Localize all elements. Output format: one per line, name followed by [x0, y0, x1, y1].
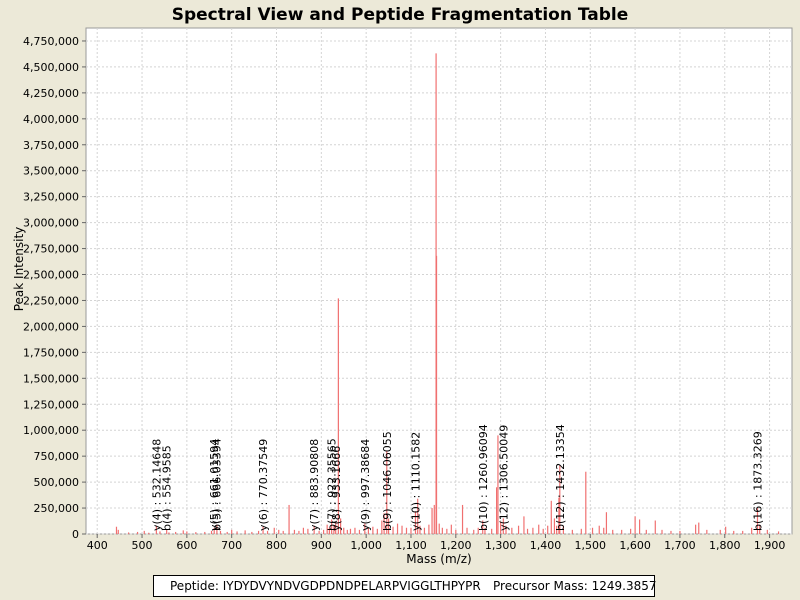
spectrum-chart: Spectral View and Peptide Fragmentation …: [12, 5, 793, 566]
y-tick-label: 1,250,000: [23, 398, 79, 411]
fragment-label: b(10) : 1260.96094: [477, 424, 490, 531]
x-tick-label: 1,500: [575, 539, 607, 552]
y-tick-label: 750,000: [34, 450, 80, 463]
peaks: [115, 53, 780, 534]
y-tick-label: 4,250,000: [23, 87, 79, 100]
y-axis: 0 250,000 500,000 750,000 1,000,000 1,250,000…: [23, 35, 86, 541]
fragment-label: y(8) : 933.1666: [330, 446, 343, 531]
y-tick-label: 1,500,000: [23, 372, 79, 385]
plot-background: [85, 27, 793, 535]
fragment-label: y(6) : 770.37549: [257, 439, 270, 531]
fragment-label: y(12) : 1306.50049: [498, 425, 511, 531]
x-tick-label: 1,400: [530, 539, 562, 552]
x-tick-label: 1,700: [664, 539, 696, 552]
y-tick-label: 4,000,000: [23, 113, 79, 126]
x-axis-label: Mass (m/z): [406, 552, 471, 566]
x-tick-label: 1,600: [619, 539, 651, 552]
fragment-label: y(9) : 997.38684: [359, 439, 372, 531]
x-tick-label: 400: [87, 539, 108, 552]
y-tick-label: 3,500,000: [23, 165, 79, 178]
fragment-label: b(12) : 1432.13354: [554, 424, 567, 531]
fragment-label: b(7) : 922.35565: [325, 438, 338, 531]
x-tick-label: 1,200: [440, 539, 472, 552]
x-tick-label: 900: [311, 539, 332, 552]
x-tick-label: 800: [266, 539, 287, 552]
y-tick-label: 2,750,000: [23, 243, 79, 256]
precursor-mass: Precursor Mass: 1249.3857: [493, 579, 657, 593]
chart-title: Spectral View and Peptide Fragmentation …: [172, 5, 629, 25]
y-tick-label: 1,000,000: [23, 424, 79, 437]
y-tick-label: 250,000: [34, 502, 80, 515]
y-tick-label: 1,750,000: [23, 346, 79, 359]
x-axis: 400 500 600 700 800 900 1,000 1,100 1,200 1,300 1,…: [87, 534, 786, 552]
x-tick-label: 500: [132, 539, 153, 552]
y-tick-label: 2,500,000: [23, 269, 79, 282]
x-tick-label: 1,900: [754, 539, 786, 552]
fragment-label: y(7) : 883.90808: [308, 439, 321, 531]
y-axis-label: Peak Intensity: [12, 227, 26, 312]
y-tick-label: 3,750,000: [23, 139, 79, 152]
x-tick-label: 1,800: [709, 539, 741, 552]
y-tick-label: 500,000: [34, 476, 80, 489]
fragment-label: y(4) : 532.14648: [150, 439, 163, 531]
y-tick-label: 0: [72, 528, 79, 541]
x-tick-label: 1,300: [485, 539, 517, 552]
y-tick-label: 2,000,000: [23, 320, 79, 333]
y-tick-label: 3,000,000: [23, 217, 79, 230]
fragment-label: b(4) : 554.9585: [161, 445, 174, 531]
fragment-label: y(5) : 661.01594: [208, 439, 221, 531]
x-tick-label: 700: [221, 539, 242, 552]
grid: [86, 28, 792, 535]
fragment-label: b(5) : 666.03394: [210, 438, 223, 531]
y-tick-label: 4,750,000: [23, 35, 79, 48]
fragment-label: b(16) : 1873.3269: [752, 431, 765, 531]
y-tick-label: 4,500,000: [23, 61, 79, 74]
x-tick-label: 1,000: [350, 539, 382, 552]
peptide-info-box: Peptide: IYDYDVYNDVGDPDNDPELARPVIGGLTHPY…: [153, 575, 657, 597]
fragment-label: b(9) : 1046.06055: [381, 431, 394, 531]
y-tick-label: 3,250,000: [23, 191, 79, 204]
x-tick-label: 1,100: [395, 539, 427, 552]
x-tick-label: 600: [176, 539, 197, 552]
fragment-label: y(10) : 1110.1582: [410, 432, 423, 531]
peptide-sequence: Peptide: IYDYDVYNDVGDPDNDPELARPVIGGLTHPY…: [170, 579, 481, 593]
y-tick-label: 2,250,000: [23, 294, 79, 307]
